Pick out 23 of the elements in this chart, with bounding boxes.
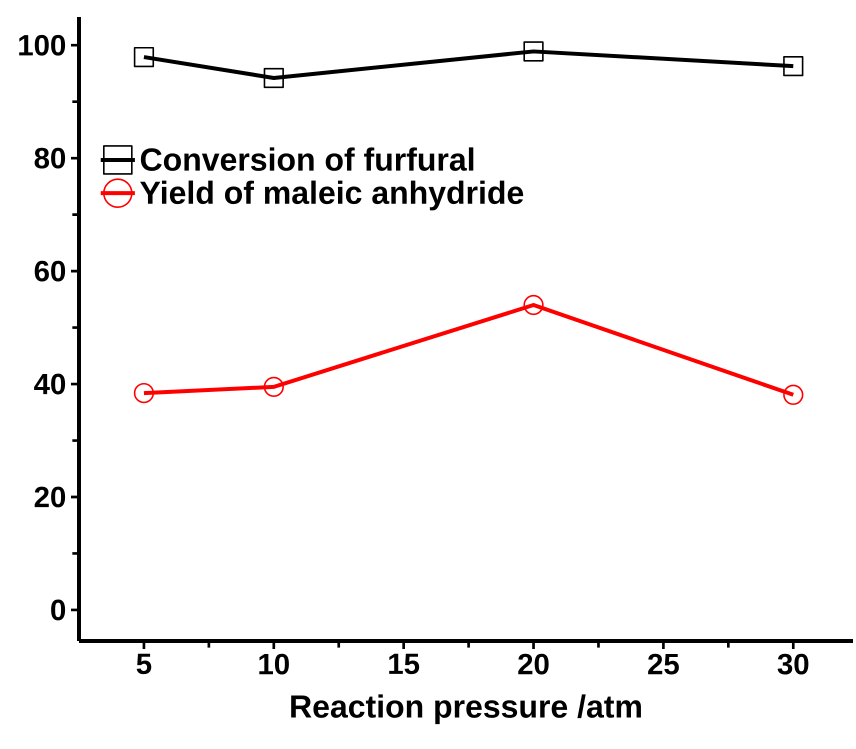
y-tick-label: 60: [34, 260, 66, 282]
legend-label: Conversion of furfural: [140, 147, 474, 171]
x-tick-label: 30: [778, 654, 808, 675]
point: [523, 294, 544, 316]
point: [783, 56, 804, 76]
x-tick-label: 20: [518, 654, 549, 674]
x-tick-label: 25: [648, 654, 679, 674]
y-tick-label: 40: [34, 374, 66, 394]
point: [264, 376, 284, 398]
y-tick-label: 100: [19, 34, 66, 56]
y-tick-label: 20: [34, 486, 66, 508]
point: [134, 46, 154, 68]
x-axis-title: Reaction pressure /atm: [291, 694, 641, 724]
point: [523, 41, 544, 62]
point: [264, 68, 284, 88]
x-tick-label: 5: [136, 654, 152, 674]
point: [134, 382, 154, 404]
y-tick-label: 80: [34, 148, 66, 169]
y-tick-label: 0: [51, 600, 66, 620]
x-tick-label: 10: [259, 654, 289, 674]
x-tick-label: 15: [389, 654, 420, 674]
point: [783, 384, 804, 405]
legend-label: Yield of maleic anhydride: [140, 180, 524, 210]
